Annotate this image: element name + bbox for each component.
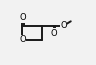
Text: O: O [50,29,57,38]
Text: O: O [60,21,67,30]
Text: O: O [19,13,26,22]
Text: O: O [19,35,26,44]
